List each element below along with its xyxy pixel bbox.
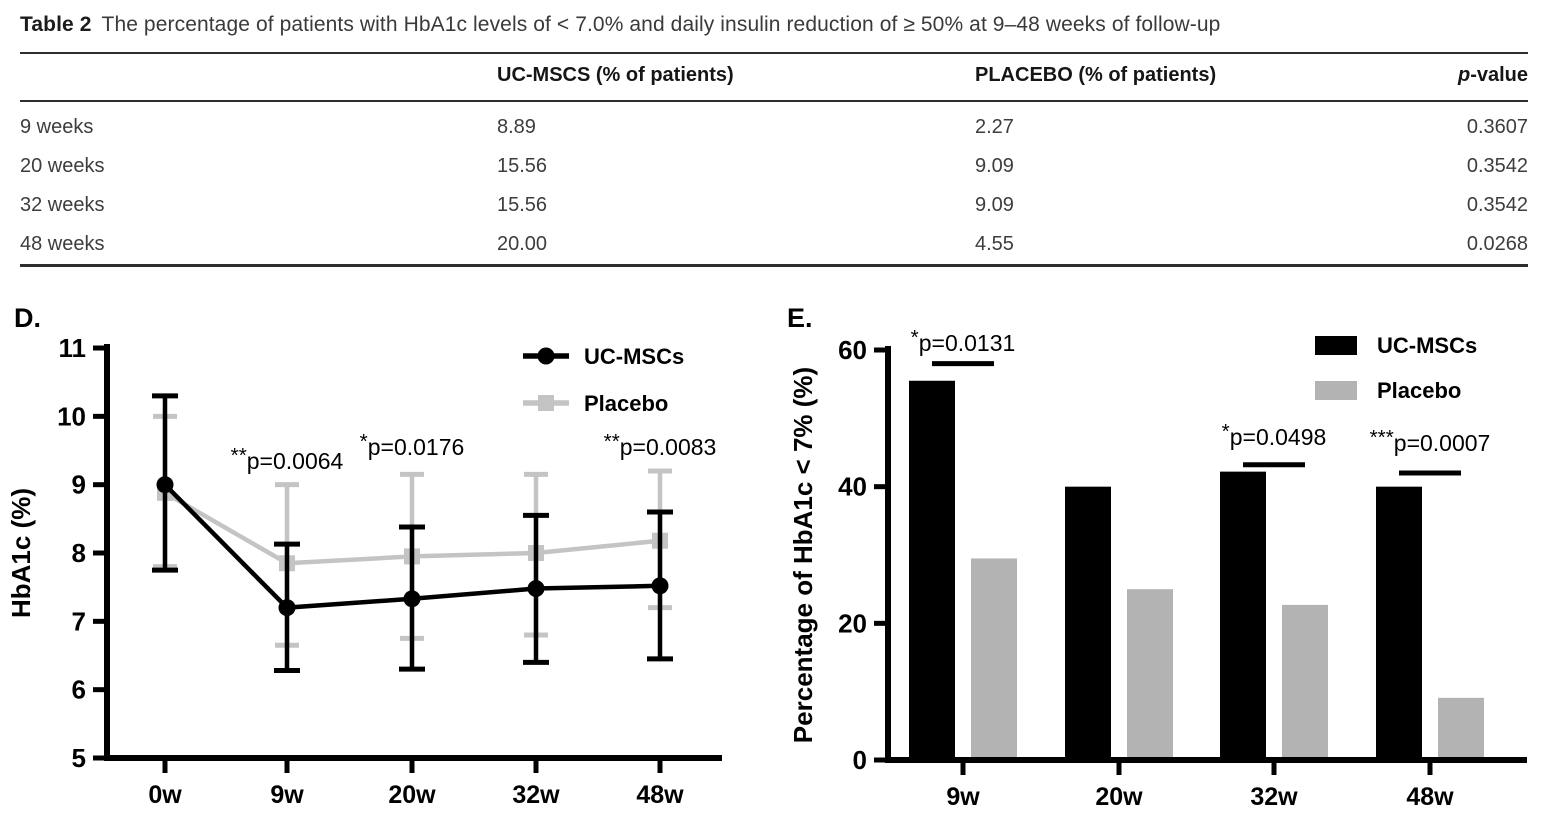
svg-text:***p=0.0007: ***p=0.0007 bbox=[1370, 426, 1491, 456]
table2: UC-MSCS (% of patients) PLACEBO (% of pa… bbox=[20, 52, 1528, 267]
table2-title-label: Table 2 bbox=[20, 13, 92, 36]
svg-text:48w: 48w bbox=[636, 781, 684, 809]
svg-text:Placebo: Placebo bbox=[584, 391, 668, 416]
svg-text:Placebo: Placebo bbox=[1377, 378, 1461, 403]
axes: 0 20 40 60 9w 20w 32w 48w Percentage of HbA1c < … bbox=[788, 335, 1527, 811]
significance-annotations: *p=0.0131 *p=0.0498 ***p=0.0007 bbox=[911, 326, 1491, 476]
bar-Placebo-20w bbox=[1127, 589, 1173, 760]
cell-placebo: 9.09 bbox=[975, 155, 1014, 177]
svg-text:9w: 9w bbox=[270, 781, 304, 809]
bar-Placebo-32w bbox=[1282, 604, 1328, 760]
svg-text:6: 6 bbox=[72, 675, 86, 705]
y-axis-label: HbA1c (%) bbox=[6, 488, 36, 618]
bars bbox=[909, 380, 1484, 760]
table-row: 20 weeks 15.56 9.09 0.3542 bbox=[20, 147, 1528, 186]
svg-text:*p=0.0176: *p=0.0176 bbox=[360, 430, 465, 460]
cell-pvalue: 0.3607 bbox=[1466, 116, 1528, 138]
cell-pvalue: 0.3542 bbox=[1466, 194, 1528, 216]
y-axis-label: Percentage of HbA1c < 7% (%) bbox=[788, 367, 818, 743]
cell-placebo: 9.09 bbox=[975, 194, 1014, 216]
axes: 5 6 7 8 9 10 11 0w 9w 20w 32w 48w HbA1c (%) bbox=[6, 333, 722, 809]
legend-square-marker bbox=[538, 395, 554, 411]
legend-circle-marker bbox=[537, 347, 555, 365]
cell-pvalue: 0.3542 bbox=[1466, 155, 1528, 177]
legend-swatch bbox=[1315, 381, 1357, 400]
table2-section: Table 2 The percentage of patients with H… bbox=[20, 0, 1528, 267]
hba1c-under7-bar-chart: 0 20 40 60 9w 20w 32w 48w Percentage of HbA1c < … bbox=[788, 326, 1527, 811]
bar-UC-MSCs-48w bbox=[1376, 486, 1422, 760]
svg-text:0w: 0w bbox=[148, 781, 182, 809]
svg-text:0: 0 bbox=[853, 745, 867, 775]
col-header-pvalue: p-value bbox=[1457, 64, 1528, 86]
table2-title: Table 2 The percentage of patients with H… bbox=[20, 13, 1528, 37]
svg-text:**p=0.0064: **p=0.0064 bbox=[231, 444, 344, 474]
table-row: 9 weeks 8.89 2.27 0.3607 bbox=[20, 101, 1528, 147]
bar-UC-MSCs-32w bbox=[1220, 471, 1266, 760]
svg-text:10: 10 bbox=[57, 401, 86, 431]
svg-text:20: 20 bbox=[838, 608, 867, 638]
table2-header-row: UC-MSCS (% of patients) PLACEBO (% of pa… bbox=[20, 53, 1528, 101]
series-UC-MSCs bbox=[152, 393, 673, 674]
table-row: 32 weeks 15.56 9.09 0.3542 bbox=[20, 186, 1528, 225]
svg-text:UC-MSCs: UC-MSCs bbox=[584, 344, 684, 369]
svg-text:9w: 9w bbox=[946, 783, 980, 811]
hba1c-line-chart: 5 6 7 8 9 10 11 0w 9w 20w 32w 48w HbA1c (%) **p=0.006… bbox=[6, 333, 722, 809]
panel-d-label: D. bbox=[14, 303, 41, 333]
cell-ucmscs: 15.56 bbox=[497, 155, 548, 177]
col-header-placebo: PLACEBO (% of patients) bbox=[975, 64, 1217, 86]
table-row: 48 weeks 20.00 4.55 0.0268 bbox=[20, 225, 1528, 266]
legend: UC-MSCs Placebo bbox=[523, 344, 684, 416]
svg-text:11: 11 bbox=[59, 333, 87, 363]
cell-placebo: 4.55 bbox=[975, 233, 1014, 255]
cell-placebo: 2.27 bbox=[975, 116, 1014, 138]
svg-text:8: 8 bbox=[72, 538, 86, 568]
svg-text:*p=0.0131: *p=0.0131 bbox=[911, 326, 1016, 356]
table2-title-text: The percentage of patients with HbA1c le… bbox=[101, 13, 1221, 36]
cell-ucmscs: 15.56 bbox=[497, 194, 548, 216]
svg-text:40: 40 bbox=[838, 472, 867, 502]
bar-UC-MSCs-9w bbox=[909, 380, 955, 760]
legend-swatch bbox=[1315, 336, 1357, 355]
cell-ucmscs: 20.00 bbox=[497, 233, 548, 255]
bar-Placebo-48w bbox=[1438, 697, 1484, 760]
svg-text:48w: 48w bbox=[1406, 783, 1454, 811]
svg-text:20w: 20w bbox=[1095, 783, 1143, 811]
cell-week-label: 48 weeks bbox=[20, 233, 105, 255]
bar-UC-MSCs-20w bbox=[1065, 486, 1111, 760]
col-header-ucmscs: UC-MSCS (% of patients) bbox=[497, 64, 734, 86]
svg-text:**p=0.0083: **p=0.0083 bbox=[604, 430, 717, 460]
col-header-empty bbox=[20, 53, 497, 101]
svg-text:5: 5 bbox=[72, 743, 86, 773]
svg-text:20w: 20w bbox=[388, 781, 436, 809]
cell-week-label: 32 weeks bbox=[20, 194, 105, 216]
panel-e-label: E. bbox=[787, 303, 813, 333]
svg-text:60: 60 bbox=[838, 335, 867, 365]
legend: UC-MSCs Placebo bbox=[1315, 333, 1477, 403]
cell-week-label: 9 weeks bbox=[20, 116, 94, 138]
svg-text:UC-MSCs: UC-MSCs bbox=[1377, 333, 1477, 358]
svg-text:*p=0.0498: *p=0.0498 bbox=[1222, 420, 1327, 450]
cell-ucmscs: 8.89 bbox=[497, 116, 536, 138]
svg-text:9: 9 bbox=[72, 470, 86, 500]
bar-Placebo-9w bbox=[971, 558, 1017, 760]
svg-text:7: 7 bbox=[72, 606, 86, 636]
svg-text:32w: 32w bbox=[1250, 783, 1298, 811]
cell-week-label: 20 weeks bbox=[20, 155, 105, 177]
cell-pvalue: 0.0268 bbox=[1466, 233, 1528, 255]
svg-text:32w: 32w bbox=[512, 781, 560, 809]
significance-annotations: **p=0.0064 *p=0.0176 **p=0.0083 bbox=[231, 430, 717, 474]
